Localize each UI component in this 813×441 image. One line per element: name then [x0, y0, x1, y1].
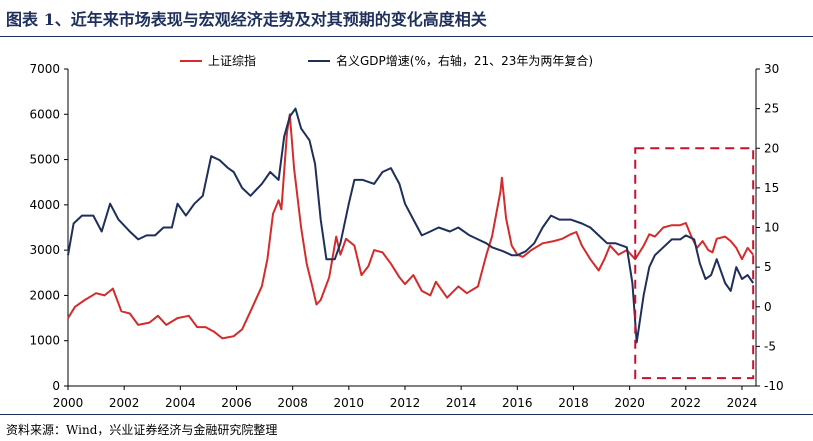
x-tick-label: 2022 — [671, 396, 702, 410]
x-tick-label: 2016 — [502, 396, 533, 410]
series-line-shanghai — [67, 113, 754, 340]
y-left-tick-label: 5000 — [29, 153, 60, 167]
y-right-tick-label: -10 — [764, 379, 784, 393]
x-tick-label: 2012 — [390, 396, 421, 410]
y-right-tick-label: 30 — [764, 62, 779, 76]
y-left-tick-label: 4000 — [29, 198, 60, 212]
page-title: 图表 1、近年来市场表现与宏观经济走势及对其预期的变化高度相关 — [6, 10, 487, 29]
title-divider — [0, 36, 813, 37]
y-right-tick-label: 10 — [764, 221, 779, 235]
x-tick-label: 2002 — [109, 396, 140, 410]
y-right-tick-label: -5 — [764, 339, 776, 353]
x-tick-label: 2006 — [221, 396, 252, 410]
y-right-tick-label: 5 — [764, 260, 772, 274]
footer-divider — [0, 414, 813, 415]
y-right-tick-label: 25 — [764, 102, 779, 116]
y-right-tick-label: 0 — [764, 300, 772, 314]
y-right-tick-label: 20 — [764, 141, 779, 155]
legend-label-gdp: 名义GDP增速(%，右轴，21、23年为两年复合) — [336, 53, 593, 68]
chart-series — [67, 107, 755, 380]
source-note: 资料来源：Wind，兴业证券经济与金融研究院整理 — [6, 423, 278, 437]
y-right-tick-label: 15 — [764, 181, 779, 195]
y-left-tick-label: 2000 — [29, 288, 60, 302]
x-tick-label: 2020 — [614, 396, 645, 410]
y-left-tick-label: 3000 — [29, 243, 60, 257]
series-line-gdp — [67, 107, 755, 344]
y-left-tick-label: 1000 — [29, 334, 60, 348]
y-left-tick-label: 6000 — [29, 107, 60, 121]
x-tick-label: 2000 — [53, 396, 84, 410]
x-tick-label: 2010 — [334, 396, 365, 410]
legend-label-shanghai: 上证综指 — [208, 53, 256, 68]
y-left-tick-label: 7000 — [29, 62, 60, 76]
x-tick-label: 2018 — [558, 396, 589, 410]
y-left-tick-label: 0 — [52, 379, 60, 393]
x-tick-label: 2014 — [446, 396, 477, 410]
x-tick-label: 2024 — [727, 396, 758, 410]
highlight-dashed-box — [634, 147, 755, 380]
x-tick-label: 2008 — [277, 396, 308, 410]
chart-legend: 上证综指 名义GDP增速(%，右轴，21、23年为两年复合) — [180, 53, 593, 68]
x-tick-label: 2004 — [165, 396, 196, 410]
chart-axes: 0 1000 2000 3000 4000 5000 6000 7000 -10 -5 0 5 10 15… — [29, 62, 783, 410]
